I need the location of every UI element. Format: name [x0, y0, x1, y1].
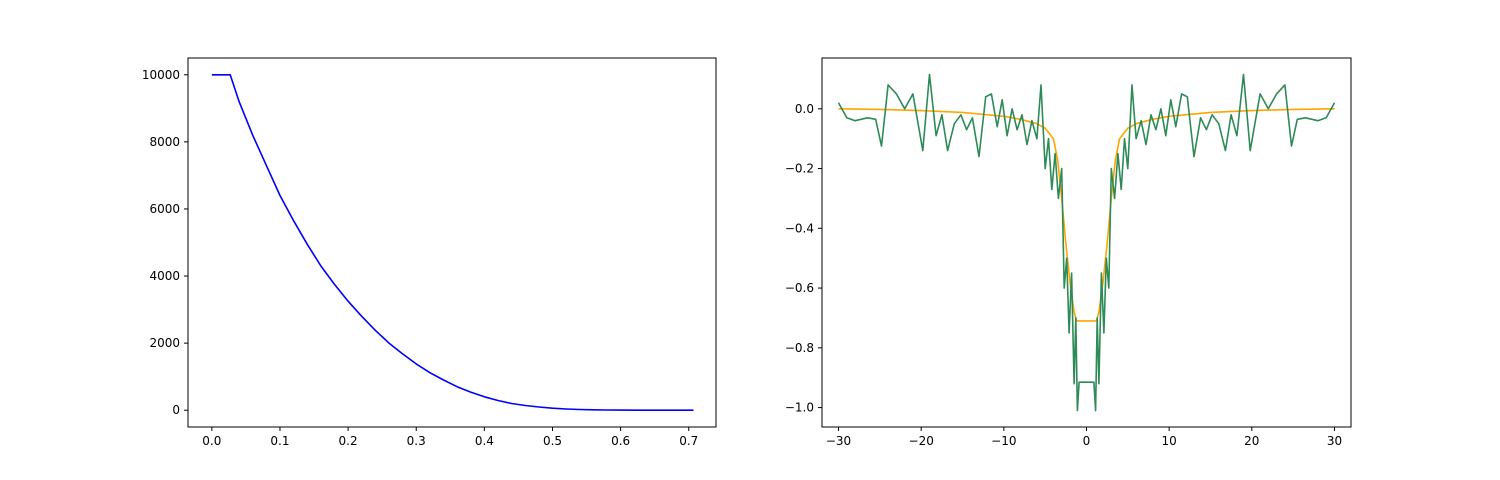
- right-chart-y-tick-label-0: −1.0: [785, 401, 814, 415]
- left-chart-x-tick-label-7: 0.7: [679, 434, 698, 448]
- left-chart-x-tick-label-3: 0.3: [407, 434, 426, 448]
- right-chart-x-tick-label-1: −20: [909, 434, 934, 448]
- left-chart-x-tick-label-2: 0.2: [339, 434, 358, 448]
- right-chart-series-line-1: [837, 73, 1336, 412]
- right-chart-x-tick-label-3: 0: [1083, 434, 1091, 448]
- right-chart-y-tick-label-3: −0.4: [785, 221, 814, 235]
- right-chart-y-tick-label-5: 0.0: [795, 102, 814, 116]
- right-chart-x-tick-label-0: −30: [826, 434, 851, 448]
- left-chart-series: [211, 74, 694, 412]
- right-chart-x-tick-label-4: 10: [1162, 434, 1177, 448]
- left-chart-y-tick-label-3: 6000: [149, 202, 180, 216]
- right-chart: −30 −20 −10 0 10 20 30 −1.0 −0.8 −0.6 −0.4 −0.2 0.0: [785, 57, 1352, 448]
- left-chart: 0.0 0.1 0.2 0.3 0.4 0.5 0.6 0.7 0 2000 4000 6000 800…: [142, 57, 717, 448]
- right-chart-ticks: −30 −20 −10 0 10 20 30 −1.0 −0.8 −0.6 −0.4 −0.2 0.0: [785, 102, 1342, 448]
- left-chart-x-tick-label-5: 0.5: [543, 434, 562, 448]
- right-chart-y-tick-label-4: −0.2: [785, 162, 814, 176]
- right-chart-axes-frame: [821, 57, 1352, 428]
- left-chart-y-tick-label-0: 0: [172, 403, 180, 417]
- right-chart-x-tick-label-2: −10: [991, 434, 1016, 448]
- right-chart-x-tick-label-6: 30: [1327, 434, 1342, 448]
- left-chart-x-tick-label-4: 0.4: [475, 434, 494, 448]
- left-chart-y-tick-label-4: 8000: [149, 135, 180, 149]
- left-chart-x-tick-label-1: 0.1: [270, 434, 289, 448]
- left-chart-ticks: 0.0 0.1 0.2 0.3 0.4 0.5 0.6 0.7 0 2000 4000 6000 800…: [142, 68, 698, 448]
- right-chart-series-line-0: [838, 108, 1335, 322]
- left-chart-y-tick-label-5: 10000: [142, 68, 180, 82]
- right-chart-y-tick-label-1: −0.8: [785, 341, 814, 355]
- left-chart-y-tick-label-2: 4000: [149, 269, 180, 283]
- right-chart-x-tick-label-5: 20: [1244, 434, 1259, 448]
- left-chart-axes-frame: [187, 57, 717, 428]
- left-chart-x-tick-label-0: 0.0: [202, 434, 221, 448]
- left-chart-y-tick-label-1: 2000: [149, 336, 180, 350]
- left-chart-x-tick-label-6: 0.6: [611, 434, 630, 448]
- left-chart-series-line-0: [211, 74, 694, 412]
- right-chart-series: [837, 73, 1336, 412]
- right-chart-y-tick-label-2: −0.6: [785, 281, 814, 295]
